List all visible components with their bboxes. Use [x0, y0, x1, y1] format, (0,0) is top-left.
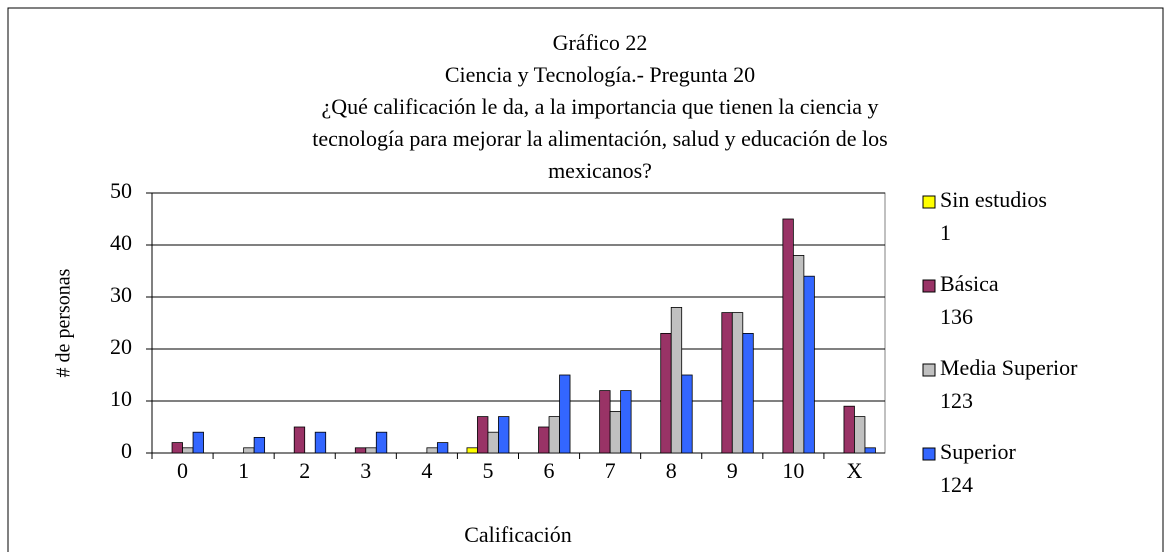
- x-tick-label: 1: [238, 458, 249, 483]
- bar: [864, 447, 876, 454]
- bar: [487, 431, 499, 454]
- y-axis-label: # de personas: [53, 268, 75, 377]
- bar: [293, 426, 306, 454]
- bar: [354, 447, 367, 454]
- legend-label: Media Superior: [940, 355, 1078, 380]
- bar: [192, 431, 204, 454]
- y-tick-label: 50: [110, 178, 132, 203]
- bar: [803, 275, 815, 454]
- x-tick-label: 6: [544, 458, 555, 483]
- y-tick-label: 10: [110, 386, 132, 411]
- x-tick-label: 8: [666, 458, 677, 483]
- chart-title: Gráfico 22: [553, 30, 648, 55]
- bar: [498, 416, 510, 454]
- x-tick-label: 2: [299, 458, 310, 483]
- chart-subtitle: Ciencia y Tecnología.- Pregunta 20: [445, 62, 755, 87]
- x-tick-label: 9: [727, 458, 738, 483]
- bar: [243, 447, 255, 454]
- x-tick-label: 3: [360, 458, 371, 483]
- bar: [548, 416, 560, 454]
- y-tick-label: 20: [110, 334, 132, 359]
- bar: [620, 390, 632, 454]
- y-tick-label: 30: [110, 282, 132, 307]
- plot-area: [151, 192, 886, 454]
- question-line: mexicanos?: [548, 158, 652, 183]
- bar: [660, 332, 672, 454]
- bar: [365, 447, 377, 454]
- x-tick-label: X: [847, 458, 863, 483]
- bar: [742, 332, 754, 454]
- x-axis-label: Calificación: [464, 522, 572, 547]
- question-line: tecnología para mejorar la alimentación,…: [312, 126, 887, 151]
- x-tick-label: 7: [605, 458, 616, 483]
- bar: [559, 374, 571, 454]
- bar: [466, 447, 478, 454]
- bar: [721, 312, 733, 454]
- x-tick-label: 0: [177, 458, 188, 483]
- legend-total: 124: [940, 472, 973, 497]
- bar: [426, 447, 438, 454]
- bar: [670, 306, 683, 454]
- bar: [731, 312, 744, 454]
- legend-total: 136: [940, 304, 973, 329]
- legend-swatch: [922, 447, 936, 461]
- x-tick-label: 10: [782, 458, 804, 483]
- bar: [477, 416, 489, 454]
- bar: [182, 447, 194, 454]
- legend-total: 123: [940, 388, 973, 413]
- bar: [782, 218, 794, 454]
- bar: [792, 254, 805, 454]
- bar: [436, 442, 449, 454]
- legend-label: Básica: [940, 271, 999, 296]
- bar: [314, 431, 327, 454]
- question-line: ¿Qué calificación le da, a la importanci…: [321, 94, 878, 119]
- legend-total: 1: [940, 220, 951, 245]
- x-tick-label: 5: [482, 458, 493, 483]
- legend-label: Superior: [940, 439, 1016, 464]
- bar: [538, 426, 550, 454]
- bar: [854, 416, 866, 454]
- bar: [599, 390, 611, 454]
- bar: [609, 410, 622, 454]
- legend-swatch: [922, 279, 936, 293]
- legend-swatch: [922, 195, 936, 209]
- bar: [253, 436, 266, 454]
- bar: [171, 442, 183, 454]
- y-tick-label: 40: [110, 230, 132, 255]
- bar: [681, 374, 693, 454]
- y-tick-label: 0: [121, 438, 132, 463]
- legend-swatch: [922, 363, 936, 377]
- bar: [843, 405, 855, 454]
- x-tick-label: 4: [421, 458, 432, 483]
- bar: [375, 431, 388, 454]
- legend-label: Sin estudios: [940, 187, 1047, 212]
